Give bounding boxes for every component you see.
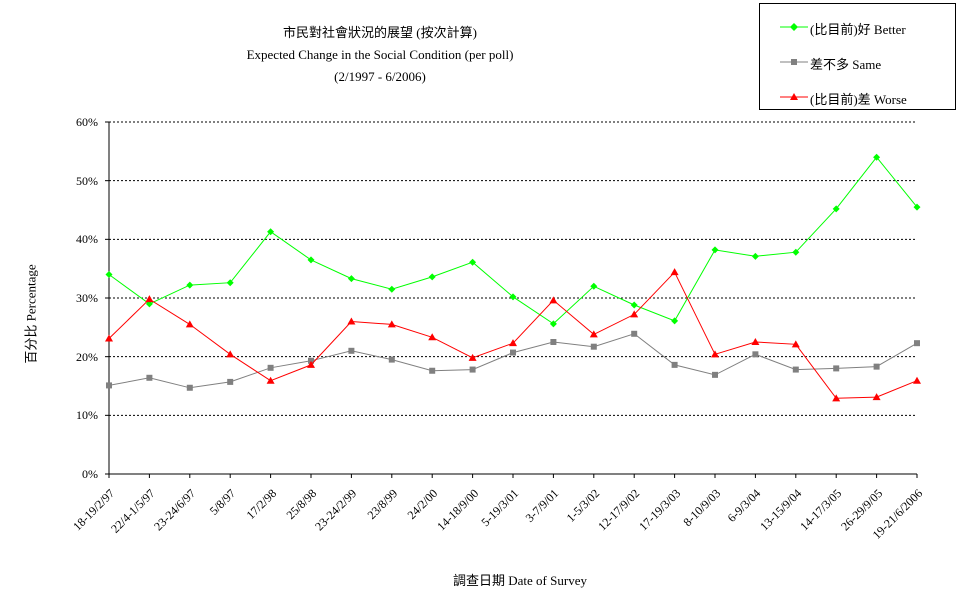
data-point-worse: [549, 296, 558, 304]
data-point-same: [873, 363, 880, 370]
data-point-worse: [428, 333, 437, 341]
data-point-worse: [589, 330, 598, 338]
data-point-same: [186, 384, 193, 391]
legend: (比目前)好 Better 差不多 Same (比目前)差 Worse: [759, 3, 956, 110]
data-point-better: [751, 252, 759, 260]
data-point-same: [106, 382, 112, 389]
chart-title-english: Expected Change in the Social Condition …: [246, 47, 514, 62]
data-point-same: [914, 340, 920, 347]
y-tick-label: 40%: [76, 232, 98, 247]
legend-label-same: 差不多 Same: [810, 57, 882, 72]
y-tick-label: 50%: [76, 173, 98, 188]
data-point-same: [308, 357, 314, 364]
y-axis-label: 百分比 Percentage: [23, 264, 39, 364]
data-point-better: [832, 205, 840, 213]
data-point-worse: [509, 339, 517, 347]
data-point-better: [711, 246, 719, 254]
data-point-same: [712, 371, 718, 378]
legend-item-same: 差不多 Same: [760, 52, 955, 72]
data-point-better: [671, 317, 679, 325]
x-axis-label: 調查日期 Date of Survey: [453, 573, 587, 588]
data-point-better: [590, 282, 598, 290]
data-point-worse: [913, 376, 921, 384]
legend-marker-worse: [780, 93, 808, 100]
gridlines: [109, 121, 917, 416]
data-point-same: [752, 351, 759, 358]
data-point-worse: [832, 394, 841, 402]
data-point-worse: [387, 320, 396, 328]
data-point-better: [267, 228, 275, 236]
data-point-better: [388, 285, 396, 293]
data-point-worse: [872, 393, 881, 401]
data-point-better: [186, 281, 194, 289]
legend-item-better: (比目前)好 Better: [760, 17, 955, 37]
data-point-worse: [307, 360, 315, 368]
y-tick-label: 20%: [76, 349, 98, 364]
data-point-better: [226, 279, 234, 287]
data-point-worse: [630, 310, 639, 318]
data-point-better: [792, 248, 800, 256]
data-point-worse: [226, 350, 235, 358]
data-point-same: [631, 330, 638, 337]
y-tick-label: 30%: [76, 291, 98, 305]
data-point-same: [348, 347, 355, 354]
legend-label-worse: (比目前)差 Worse: [810, 92, 907, 107]
data-point-same: [227, 378, 234, 385]
data-point-worse: [105, 334, 113, 342]
data-point-better: [307, 256, 315, 264]
data-point-worse: [751, 338, 760, 345]
data-point-same: [510, 349, 516, 356]
chart-title-period: (2/1997 - 6/2006): [334, 69, 426, 84]
data-point-same: [792, 366, 799, 373]
data-point-same: [429, 367, 436, 374]
data-point-same: [550, 339, 557, 345]
data-point-same: [146, 374, 153, 381]
data-point-better: [428, 273, 436, 281]
data-point-same: [590, 343, 597, 350]
data-point-worse: [791, 340, 800, 348]
data-point-worse: [266, 376, 275, 384]
y-tick-label: 0%: [82, 467, 98, 481]
data-point-same: [469, 366, 476, 373]
legend-item-worse: (比目前)差 Worse: [760, 87, 955, 107]
axes: [105, 121, 918, 478]
data-point-worse: [670, 268, 679, 276]
data-point-worse: [711, 350, 719, 358]
data-point-better: [873, 153, 881, 161]
legend-marker-better: [780, 23, 808, 31]
data-point-worse: [145, 295, 154, 303]
data-point-same: [671, 361, 678, 368]
legend-label-better: (比目前)好 Better: [810, 22, 906, 37]
data-point-same: [388, 356, 395, 363]
y-tick-label: 10%: [76, 408, 98, 423]
data-point-better: [347, 275, 355, 283]
data-point-worse: [468, 353, 477, 361]
data-point-same: [833, 365, 840, 372]
chart-title-chinese: 市民對社會狀況的展望 (按次計算): [283, 25, 477, 40]
data-point-better: [509, 293, 517, 301]
chart-title: 市民對社會狀況的展望 (按次計算) Expected Change in the…: [190, 22, 570, 88]
data-point-better: [469, 258, 477, 266]
y-tick-label: 60%: [76, 115, 98, 129]
data-point-better: [913, 203, 921, 211]
data-point-better: [549, 320, 557, 328]
series-lines: [105, 153, 921, 402]
data-point-better: [630, 301, 638, 309]
data-point-worse: [185, 320, 194, 328]
data-point-better: [105, 271, 113, 279]
legend-marker-same: [780, 59, 808, 65]
data-point-same: [267, 364, 274, 371]
data-point-worse: [347, 317, 356, 325]
